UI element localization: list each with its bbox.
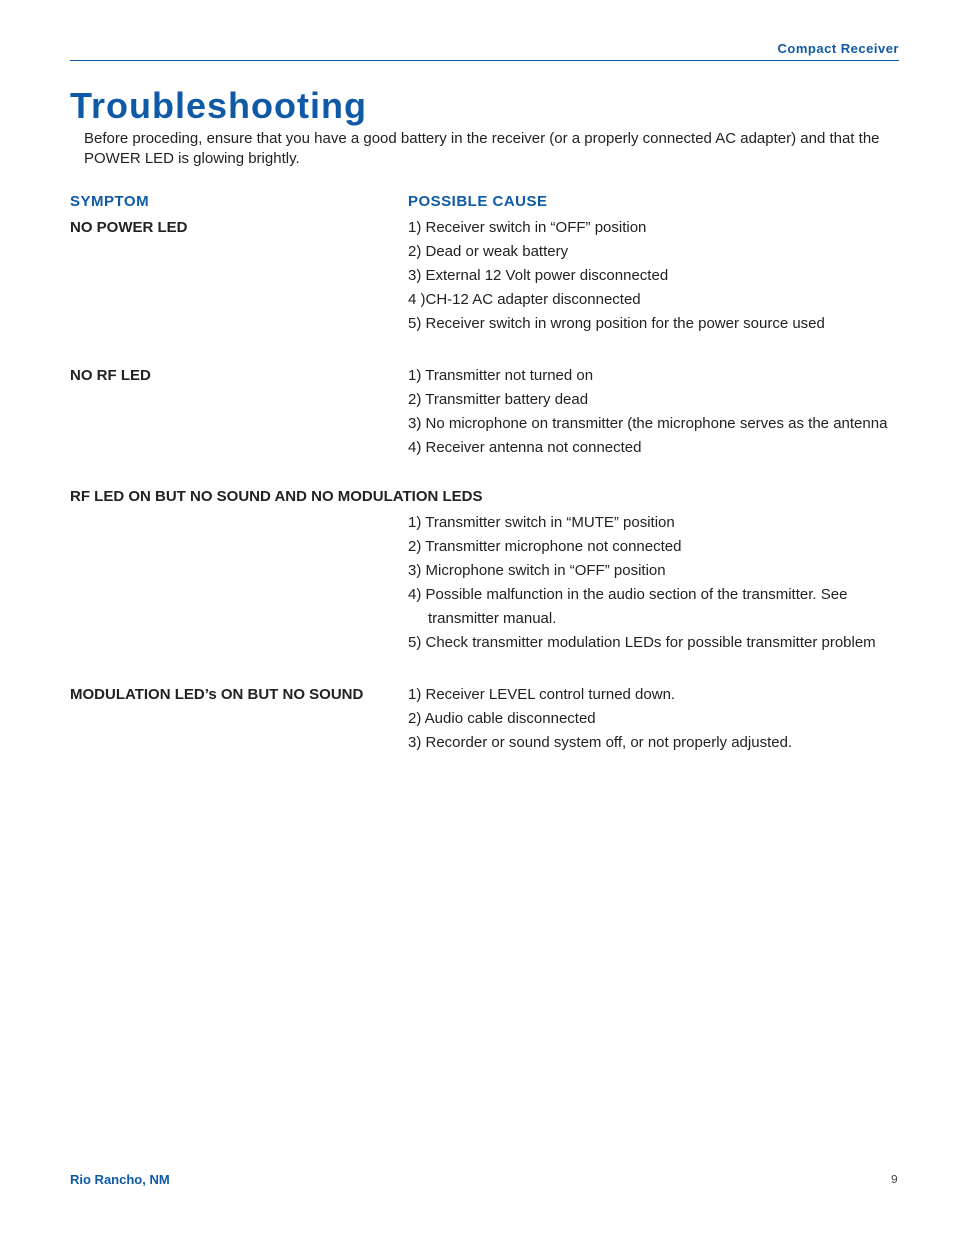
cause-column-header: POSSIBLE CAUSE: [408, 193, 899, 210]
cause-item: 1) Transmitter not turned on: [408, 364, 899, 388]
row-section-2: NO RF LED 1) Transmitter not turned on 2…: [70, 364, 899, 460]
cause-item: 4) Possible malfunction in the audio sec…: [408, 583, 899, 631]
cause-item: 3) Microphone switch in “OFF” position: [408, 559, 899, 583]
section-gap: [70, 655, 899, 683]
footer-page-number: 9: [891, 1173, 899, 1187]
cause-item: 3) External 12 Volt power disconnected: [408, 264, 899, 288]
cause-item: 1) Transmitter switch in “MUTE” position: [408, 511, 899, 535]
cause-item: 1) Receiver LEVEL control turned down.: [408, 683, 899, 707]
cause-item: 1) Receiver switch in “OFF” position: [408, 216, 899, 240]
cause-item: 2) Transmitter battery dead: [408, 388, 899, 412]
footer-location: Rio Rancho, NM: [70, 1172, 170, 1187]
cause-item: 2) Audio cable disconnected: [408, 707, 899, 731]
header-rule: Compact Receiver: [70, 42, 899, 61]
cause-item: 2) Transmitter microphone not connected: [408, 535, 899, 559]
header-product-name: Compact Receiver: [778, 41, 899, 56]
row-headers-and-section-1: SYMPTOM NO POWER LED POSSIBLE CAUSE 1) R…: [70, 193, 899, 336]
symptom-modulation-no-sound: MODULATION LED’s ON BUT NO SOUND: [70, 683, 408, 707]
symptom-rf-led-no-sound: RF LED ON BUT NO SOUND AND NO MODULATION…: [70, 488, 899, 505]
cause-item: 3) Recorder or sound system off, or not …: [408, 731, 899, 755]
intro-paragraph: Before proceding, ensure that you have a…: [84, 129, 899, 170]
section-gap: [70, 336, 899, 364]
page-title: Troubleshooting: [70, 87, 899, 125]
cause-item: 4 )CH-12 AC adapter disconnected: [408, 288, 899, 312]
row-section-3: 1) Transmitter switch in “MUTE” position…: [70, 511, 899, 655]
symptom-column-header: SYMPTOM: [70, 193, 408, 210]
cause-item: 5) Check transmitter modulation LEDs for…: [408, 631, 899, 655]
cause-item: 3) No microphone on transmitter (the mic…: [408, 412, 899, 436]
cause-item: 5) Receiver switch in wrong position for…: [408, 312, 899, 336]
symptom-no-rf-led: NO RF LED: [70, 364, 408, 388]
symptom-no-power-led: NO POWER LED: [70, 216, 408, 240]
page-container: Compact Receiver Troubleshooting Before …: [0, 0, 954, 1235]
cause-item: 2) Dead or weak battery: [408, 240, 899, 264]
cause-item: 4) Receiver antenna not connected: [408, 436, 899, 460]
row-section-4: MODULATION LED’s ON BUT NO SOUND 1) Rece…: [70, 683, 899, 755]
